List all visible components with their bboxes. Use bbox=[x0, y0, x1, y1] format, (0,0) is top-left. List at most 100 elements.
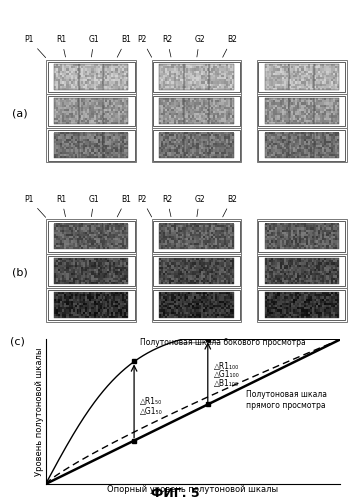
Bar bbox=[257, 94, 347, 128]
Bar bbox=[47, 96, 134, 126]
Text: B1: B1 bbox=[117, 195, 131, 217]
Bar bbox=[54, 258, 79, 283]
Bar bbox=[258, 221, 345, 252]
Bar bbox=[184, 224, 209, 250]
Bar bbox=[152, 128, 241, 163]
Bar bbox=[159, 64, 184, 90]
Bar bbox=[46, 128, 136, 163]
Bar bbox=[290, 98, 314, 124]
Bar bbox=[159, 224, 184, 250]
Text: B2: B2 bbox=[223, 195, 237, 217]
Text: B1: B1 bbox=[117, 35, 131, 57]
Bar bbox=[209, 64, 234, 90]
Bar bbox=[46, 60, 136, 94]
Bar bbox=[265, 292, 290, 318]
Bar bbox=[104, 98, 128, 124]
Bar bbox=[159, 258, 184, 283]
Bar bbox=[152, 94, 241, 128]
Text: B2: B2 bbox=[223, 35, 237, 57]
Bar bbox=[159, 133, 184, 158]
Bar bbox=[258, 61, 345, 92]
Bar bbox=[265, 224, 290, 250]
Bar bbox=[104, 224, 128, 250]
Text: Полутоновая шкала прямого просмотра: Полутоновая шкала прямого просмотра bbox=[246, 390, 327, 410]
Bar bbox=[265, 258, 290, 283]
Bar bbox=[290, 258, 314, 283]
Bar bbox=[209, 258, 234, 283]
Text: (b): (b) bbox=[12, 268, 28, 278]
Bar bbox=[152, 253, 241, 288]
Bar bbox=[159, 98, 184, 124]
Bar bbox=[314, 98, 339, 124]
Bar bbox=[54, 64, 79, 90]
Bar bbox=[257, 253, 347, 288]
Text: (c): (c) bbox=[10, 336, 25, 346]
Text: △R1₅₀: △R1₅₀ bbox=[140, 397, 162, 406]
Bar bbox=[79, 64, 104, 90]
Bar bbox=[258, 255, 345, 286]
Bar bbox=[209, 133, 234, 158]
Bar bbox=[153, 221, 240, 252]
Text: △R1₁₀₀: △R1₁₀₀ bbox=[214, 362, 239, 371]
Text: G2: G2 bbox=[194, 35, 205, 57]
Bar bbox=[47, 130, 134, 161]
Bar bbox=[159, 292, 184, 318]
Bar bbox=[153, 96, 240, 126]
Bar bbox=[47, 255, 134, 286]
Bar bbox=[153, 61, 240, 92]
Text: △G1₅₀: △G1₅₀ bbox=[140, 407, 163, 416]
Text: P2: P2 bbox=[137, 35, 152, 57]
Text: P1: P1 bbox=[24, 195, 46, 218]
Y-axis label: Уровень полутоновой шкалы: Уровень полутоновой шкалы bbox=[35, 347, 44, 476]
Bar bbox=[257, 220, 347, 253]
Bar bbox=[104, 64, 128, 90]
Bar bbox=[152, 60, 241, 94]
Bar bbox=[314, 64, 339, 90]
Bar bbox=[209, 224, 234, 250]
Text: R1: R1 bbox=[57, 195, 67, 217]
Bar bbox=[314, 292, 339, 318]
Bar bbox=[257, 128, 347, 163]
Text: R2: R2 bbox=[162, 35, 172, 57]
Text: Полутоновая шкала бокового просмотра: Полутоновая шкала бокового просмотра bbox=[140, 338, 306, 347]
Bar bbox=[79, 133, 104, 158]
Bar bbox=[153, 130, 240, 161]
Text: R2: R2 bbox=[162, 195, 172, 217]
Bar bbox=[104, 258, 128, 283]
Bar bbox=[314, 224, 339, 250]
Text: G1: G1 bbox=[89, 195, 99, 217]
Bar bbox=[290, 292, 314, 318]
Bar bbox=[104, 133, 128, 158]
Bar bbox=[265, 98, 290, 124]
Bar bbox=[47, 290, 134, 320]
Bar bbox=[46, 220, 136, 253]
Bar bbox=[104, 292, 128, 318]
Bar bbox=[79, 98, 104, 124]
Bar bbox=[184, 258, 209, 283]
Text: (a): (a) bbox=[12, 108, 28, 118]
Bar bbox=[54, 133, 79, 158]
Bar bbox=[290, 133, 314, 158]
Bar bbox=[290, 64, 314, 90]
Bar bbox=[79, 224, 104, 250]
Bar bbox=[46, 253, 136, 288]
Bar bbox=[153, 290, 240, 320]
Bar bbox=[258, 290, 345, 320]
Bar bbox=[184, 64, 209, 90]
Bar bbox=[184, 292, 209, 318]
Bar bbox=[314, 258, 339, 283]
Bar bbox=[258, 130, 345, 161]
Bar bbox=[152, 220, 241, 253]
Bar bbox=[209, 292, 234, 318]
Bar bbox=[46, 288, 136, 322]
Bar bbox=[79, 258, 104, 283]
Text: △B1₁₀₀: △B1₁₀₀ bbox=[214, 379, 239, 388]
Text: G2: G2 bbox=[194, 195, 205, 217]
Bar bbox=[54, 224, 79, 250]
Bar bbox=[209, 98, 234, 124]
Bar bbox=[258, 96, 345, 126]
Bar bbox=[257, 60, 347, 94]
Text: P2: P2 bbox=[137, 195, 152, 217]
Text: G1: G1 bbox=[89, 35, 99, 57]
Bar bbox=[54, 292, 79, 318]
